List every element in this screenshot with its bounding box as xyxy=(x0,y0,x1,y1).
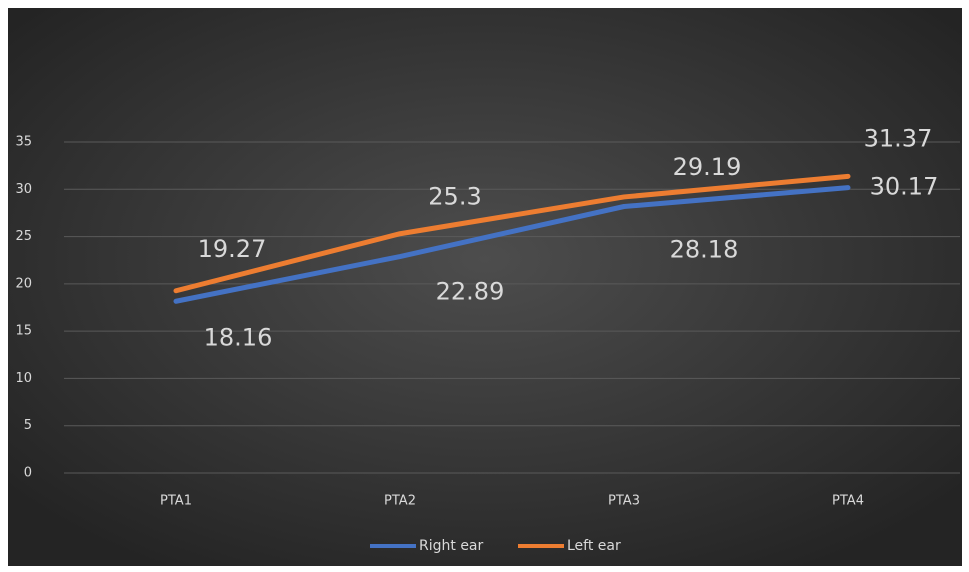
y-tick-label: 25 xyxy=(15,229,32,244)
data-label: 25.3 xyxy=(428,183,481,211)
y-tick-label: 20 xyxy=(15,276,32,291)
data-label: 28.18 xyxy=(670,235,739,263)
series-line xyxy=(173,185,851,304)
series-line xyxy=(173,173,851,294)
data-label: 18.16 xyxy=(204,323,273,351)
y-tick-label: 15 xyxy=(15,324,32,339)
x-tick-label: PTA2 xyxy=(384,494,416,509)
data-label: 22.89 xyxy=(436,278,505,306)
data-label: 29.19 xyxy=(673,153,742,181)
legend-label: Right ear xyxy=(419,538,484,554)
x-tick-label: PTA4 xyxy=(832,494,864,509)
x-tick-label: PTA1 xyxy=(160,494,192,509)
y-tick-label: 30 xyxy=(15,182,32,197)
data-label: 19.27 xyxy=(198,235,267,263)
y-tick-label: 10 xyxy=(15,371,32,386)
data-label: 30.17 xyxy=(870,173,939,201)
y-tick-label: 35 xyxy=(15,135,32,150)
y-tick-label: 5 xyxy=(24,418,32,433)
x-tick-label: PTA3 xyxy=(608,494,640,509)
y-tick-label: 0 xyxy=(24,466,32,481)
data-label: 31.37 xyxy=(864,124,933,152)
legend-label: Left ear xyxy=(567,538,621,554)
